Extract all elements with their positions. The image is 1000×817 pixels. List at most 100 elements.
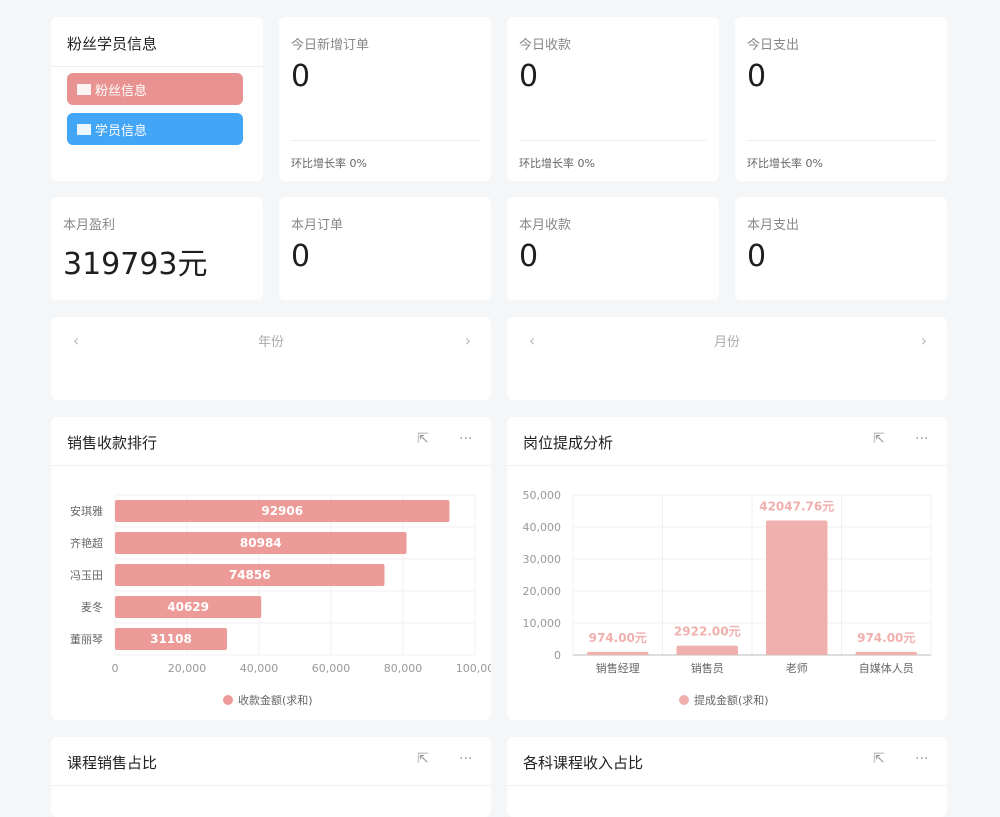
x-tick-label: 老师	[786, 662, 808, 675]
stat-value: 0	[519, 59, 539, 94]
next-month-button[interactable]: ›	[920, 331, 927, 350]
sales-rank-panel: 销售收款排行 ⇱ ··· 0 20,000 40,000 60,000 80,000 10…	[51, 417, 491, 720]
stat-label: 本月盈利	[63, 218, 116, 233]
bar	[115, 532, 407, 554]
prev-month-button[interactable]: ‹	[529, 331, 536, 350]
x-tick-label: 自媒体人员	[859, 661, 914, 675]
bar-value-label: 2922.00元	[674, 625, 741, 639]
bar-value-label: 42047.76元	[759, 499, 834, 513]
year-picker: ‹ 年份 ›	[51, 317, 491, 400]
stat-value: 0	[291, 239, 311, 274]
more-icon[interactable]: ···	[915, 751, 929, 767]
prev-year-button[interactable]: ‹	[73, 331, 80, 350]
y-tick-label: 20,000	[523, 585, 562, 598]
stat-label: 本月订单	[291, 218, 344, 233]
more-icon[interactable]: ···	[459, 431, 473, 447]
today-orders-card: 今日新增订单 0 环比增长率 0%	[279, 17, 491, 181]
month-income-card: 本月收款 0	[507, 197, 719, 300]
stat-label: 今日支出	[747, 38, 800, 53]
y-tick-label: 50,000	[523, 489, 562, 502]
button-label: 学员信息	[95, 123, 148, 139]
x-tick-label: 40,000	[240, 662, 279, 675]
course-income-panel: 各科课程收入占比 ⇱ ···	[507, 737, 947, 817]
more-icon[interactable]: ···	[915, 431, 929, 447]
fan-info-button[interactable]: 粉丝信息	[67, 73, 243, 105]
bar-value-label: 31108	[150, 632, 192, 646]
external-link-icon[interactable]: ⇱	[417, 751, 429, 767]
year-label: 年份	[257, 335, 284, 350]
y-tick-label: 齐艳超	[70, 536, 103, 550]
panel-title: 各科课程收入占比	[523, 754, 644, 772]
external-link-icon[interactable]: ⇱	[873, 431, 885, 447]
x-tick-label: 100,00	[456, 662, 491, 675]
bar	[115, 564, 385, 586]
y-tick-label: 30,000	[523, 553, 562, 566]
bar-value-label: 40629	[167, 600, 209, 614]
y-tick-label: 10,000	[523, 617, 562, 630]
month-expense-card: 本月支出 0	[735, 197, 947, 300]
y-tick-label: 安琪雅	[70, 504, 103, 518]
x-tick-label: 60,000	[312, 662, 351, 675]
legend-label: 提成金额(求和)	[694, 693, 769, 707]
card-title: 粉丝学员信息	[67, 35, 158, 53]
course-share-panel: 课程销售占比 ⇱ ···	[51, 737, 491, 817]
stat-label: 今日新增订单	[291, 38, 370, 53]
external-link-icon[interactable]: ⇱	[417, 431, 429, 447]
panel-title: 课程销售占比	[67, 754, 158, 772]
x-tick-label: 80,000	[384, 662, 423, 675]
month-orders-card: 本月订单 0	[279, 197, 491, 300]
month-label: 月份	[713, 335, 740, 350]
bar	[115, 500, 450, 522]
table-icon	[77, 123, 91, 135]
more-icon[interactable]: ···	[459, 751, 473, 767]
month-profit-card: 本月盈利 319793元	[51, 197, 263, 300]
stat-value: 0	[747, 239, 767, 274]
button-label: 粉丝信息	[95, 83, 148, 99]
x-tick-label: 20,000	[168, 662, 207, 675]
y-tick-label: 董丽琴	[70, 633, 103, 646]
bar-value-label: 92906	[261, 504, 303, 518]
bar	[766, 520, 828, 655]
today-expense-card: 今日支出 0 环比增长率 0%	[735, 17, 947, 181]
fan-student-card: 粉丝学员信息 粉丝信息 学员信息	[51, 17, 263, 181]
stat-value: 0	[747, 59, 767, 94]
bar	[855, 651, 917, 655]
bar-value-label: 74856	[229, 568, 271, 582]
x-tick-label: 销售员	[691, 661, 724, 675]
stat-label: 本月支出	[747, 218, 800, 233]
table-icon	[77, 83, 91, 95]
stat-label: 本月收款	[519, 218, 572, 233]
legend-marker	[223, 695, 233, 705]
external-link-icon[interactable]: ⇱	[873, 751, 885, 767]
commission-chart: 0 10,000 20,000 30,000 40,000 50,000 974.00元销售…	[523, 489, 932, 707]
commission-panel: 岗位提成分析 ⇱ ··· 0 10,000 20,000 30,000 40,000 50…	[507, 417, 947, 720]
bar	[115, 628, 227, 650]
bar	[676, 645, 738, 655]
stat-value: 319793元	[63, 247, 208, 282]
bar	[587, 651, 649, 655]
y-tick-label: 冯玉田	[70, 569, 103, 582]
y-tick-label: 40,000	[523, 521, 562, 534]
next-year-button[interactable]: ›	[464, 331, 471, 350]
y-tick-label: 0	[554, 649, 561, 662]
x-tick-label: 销售经理	[596, 661, 640, 675]
student-info-button[interactable]: 学员信息	[67, 113, 243, 145]
stat-value: 0	[291, 59, 311, 94]
today-income-card: 今日收款 0 环比增长率 0%	[507, 17, 719, 181]
growth-rate: 环比增长率 0%	[519, 157, 595, 170]
stat-label: 今日收款	[519, 38, 572, 53]
growth-rate: 环比增长率 0%	[747, 157, 823, 170]
month-picker: ‹ 月份 ›	[507, 317, 947, 400]
growth-rate: 环比增长率 0%	[291, 157, 367, 170]
panel-title: 岗位提成分析	[523, 434, 614, 452]
sales-rank-chart: 0 20,000 40,000 60,000 80,000 100,00 92906 安琪雅 8…	[70, 494, 491, 707]
bar-value-label: 974.00元	[589, 631, 647, 645]
bar-value-label: 974.00元	[857, 631, 915, 645]
x-tick-label: 0	[112, 662, 119, 675]
bar	[115, 596, 262, 618]
bar-value-label: 80984	[240, 536, 282, 550]
legend-label: 收款金额(求和)	[238, 693, 313, 707]
y-tick-label: 麦冬	[81, 600, 103, 614]
legend-marker	[679, 695, 689, 705]
panel-title: 销售收款排行	[67, 434, 158, 452]
